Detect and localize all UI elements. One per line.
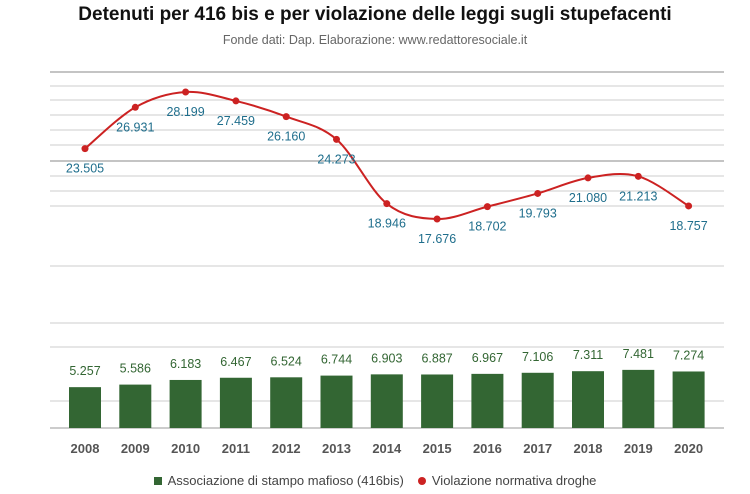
line-value-label: 27.459 <box>217 114 255 128</box>
bar-value-label: 7.274 <box>673 348 704 362</box>
x-tick-label: 2008 <box>71 441 100 456</box>
line-value-label: 18.946 <box>368 217 406 231</box>
bar <box>521 372 554 428</box>
line-point <box>333 135 340 143</box>
x-tick-label: 2016 <box>473 441 502 456</box>
bar <box>219 377 252 428</box>
x-tick-label: 2018 <box>574 441 603 456</box>
chart-subtitle: Fonde dati: Dap. Elaborazione: www.redat… <box>222 33 528 47</box>
x-tick-label: 2010 <box>171 441 200 456</box>
bar-value-label: 7.311 <box>573 348 603 362</box>
bar-value-label: 5.586 <box>120 362 151 376</box>
chart-title: Detenuti per 416 bis e per violazione de… <box>78 4 672 25</box>
line-value-label: 28.199 <box>166 105 204 119</box>
line-point <box>483 203 491 211</box>
bar-value-label: 7.106 <box>522 350 553 364</box>
bar <box>421 374 454 428</box>
legend-line-swatch-icon <box>417 476 426 485</box>
x-tick-label: 2020 <box>674 441 703 456</box>
bar <box>622 369 655 428</box>
line-value-label: 17.676 <box>418 232 456 246</box>
bar <box>471 373 504 428</box>
bar <box>320 375 353 428</box>
line-point <box>634 172 642 180</box>
bar-value-label: 6.744 <box>321 353 352 367</box>
bar <box>169 379 202 428</box>
line-point <box>282 113 290 121</box>
x-tick-label: 2014 <box>372 441 402 456</box>
bar <box>270 377 303 428</box>
x-tick-label: 2011 <box>222 441 250 456</box>
line-value-label: 21.080 <box>569 191 607 205</box>
x-tick-label: 2009 <box>121 441 150 456</box>
bar <box>672 371 705 428</box>
line-value-label: 26.931 <box>116 120 154 134</box>
bar <box>572 371 604 428</box>
bar-value-label: 6.903 <box>371 351 402 365</box>
x-tick-label: 2012 <box>272 441 301 456</box>
line-value-label: 18.757 <box>669 219 707 233</box>
bar <box>370 374 403 428</box>
line-point <box>685 202 693 210</box>
line-point <box>383 200 391 208</box>
legend-label-bars: Associazione di stampo mafioso (416bis) <box>167 473 404 488</box>
x-tick-label: 2013 <box>322 441 351 456</box>
bar-value-label: 6.887 <box>421 351 452 365</box>
legend-item-line: Violazione normativa droghe <box>417 473 597 488</box>
bar <box>119 384 152 428</box>
line-value-label: 21.213 <box>619 189 657 203</box>
bar-value-label: 7.481 <box>623 347 654 361</box>
line-point <box>232 97 240 105</box>
x-tick-label: 2017 <box>523 441 552 456</box>
line-point <box>182 88 190 96</box>
line-value-label: 23.505 <box>66 162 104 176</box>
bar-value-label: 6.183 <box>170 357 201 371</box>
bar <box>69 387 101 428</box>
line-value-label: 19.793 <box>519 206 557 220</box>
bar-value-label: 6.467 <box>220 355 251 369</box>
line-value-label: 26.160 <box>267 130 305 144</box>
x-tick-label: 2015 <box>423 441 452 456</box>
line-point <box>131 103 139 111</box>
x-tick-label: 2019 <box>624 441 653 456</box>
line-point <box>534 189 542 197</box>
legend-label-line: Violazione normativa droghe <box>431 473 597 488</box>
bar-value-label: 6.524 <box>271 354 302 368</box>
line-point <box>81 145 89 153</box>
legend-item-bars: Associazione di stampo mafioso (416bis) <box>153 473 404 488</box>
line-value-label: 24.273 <box>317 152 355 166</box>
line-value-label: 18.702 <box>468 220 506 234</box>
line-point <box>584 174 592 182</box>
bar-value-label: 6.967 <box>472 351 503 365</box>
legend: Associazione di stampo mafioso (416bis) … <box>0 473 750 488</box>
legend-bar-swatch-icon <box>153 476 162 485</box>
bar-value-label: 5.257 <box>69 364 100 378</box>
chart-canvas: 5.257 2008 5.586 2009 6.183 2010 6.467 2011 6.52… <box>50 71 724 456</box>
line-point <box>433 215 441 223</box>
